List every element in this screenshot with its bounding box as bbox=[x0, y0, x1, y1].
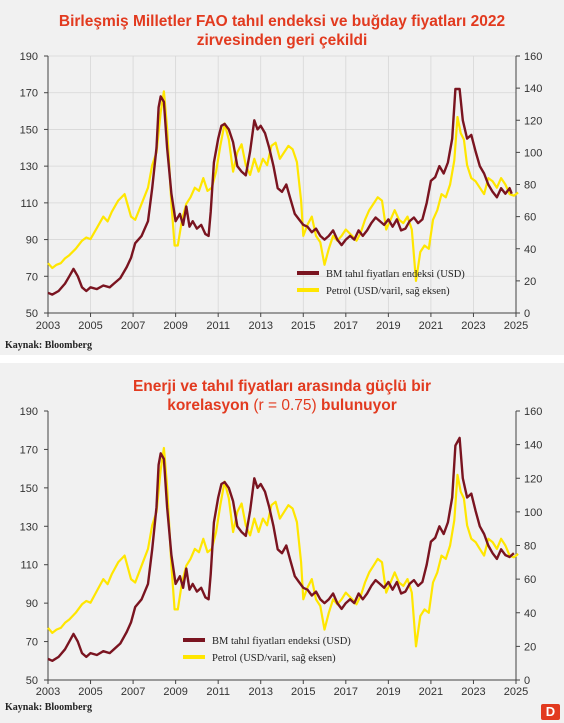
chart-2-x-tick-label: 2021 bbox=[419, 686, 443, 698]
chart-2-left-tick-label: 50 bbox=[26, 675, 38, 687]
chart-1-x-tick-label: 2021 bbox=[419, 320, 443, 332]
chart-2-left-tick-label: 130 bbox=[20, 521, 38, 533]
chart-2-x-tick-label: 2015 bbox=[291, 686, 315, 698]
chart-1-legend: BM tahıl fiyatları endeksi (USD) Petrol (… bbox=[297, 269, 465, 297]
chart-1-x-tick-label: 2009 bbox=[163, 320, 187, 332]
chart-1-title: Birleşmiş Milletler FAO tahıl endeksi ve… bbox=[0, 12, 564, 50]
chart-1-right-tick-label: 40 bbox=[524, 244, 536, 256]
chart-1-x-tick-label: 2025 bbox=[504, 320, 528, 332]
chart-1-x-tick-label: 2015 bbox=[291, 320, 315, 332]
chart-2-title-part-c: bulunuyor bbox=[321, 397, 397, 414]
chart-2-x-tick-label: 2003 bbox=[36, 686, 60, 698]
chart-1-right-tick-label: 80 bbox=[524, 180, 536, 192]
chart-2-x-tick-label: 2013 bbox=[248, 686, 272, 698]
chart-2-right-tick-label: 120 bbox=[524, 473, 542, 485]
chart-1-left-tick-label: 110 bbox=[20, 198, 38, 210]
chart-1-source: Kaynak: Bloomberg bbox=[5, 340, 92, 351]
chart-2-left-tick-label: 170 bbox=[20, 444, 38, 456]
chart-1-x-tick-label: 2007 bbox=[121, 320, 145, 332]
chart-1-left-tick-label: 150 bbox=[20, 124, 38, 136]
chart-1-right-tick-label: 140 bbox=[524, 83, 542, 95]
chart-2-x-tick-label: 2007 bbox=[121, 686, 145, 698]
chart-2-source: Kaynak: Bloomberg bbox=[5, 702, 92, 713]
chart-2-legend: BM tahıl fiyatları endeksi (USD) Petrol (… bbox=[183, 636, 351, 664]
chart-2-series-bm-tahil bbox=[47, 436, 515, 662]
chart-1-x-tick-label: 2011 bbox=[206, 320, 230, 332]
chart-2-right-tick-label: 0 bbox=[524, 675, 530, 687]
chart-2-left-tick-label: 190 bbox=[20, 406, 38, 418]
chart-1-left-tick-label: 130 bbox=[20, 161, 38, 173]
chart-1-x-tick-label: 2005 bbox=[78, 320, 102, 332]
chart-1-right-tick-label: 160 bbox=[524, 51, 542, 63]
chart-1-x-tick-label: 2013 bbox=[248, 320, 272, 332]
chart-2-title-part-b: (r = 0.75) bbox=[249, 397, 321, 414]
chart-1-right-tick-label: 60 bbox=[524, 212, 536, 224]
chart-panel-1: Birleşmiş Milletler FAO tahıl endeksi ve… bbox=[0, 0, 564, 355]
chart-1-left-tick-label: 170 bbox=[20, 88, 38, 100]
chart-1-series-bm-tahil bbox=[47, 87, 513, 296]
chart-2-left-tick-label: 90 bbox=[26, 598, 38, 610]
chart-1-legend-label: BM tahıl fiyatları endeksi (USD) bbox=[326, 269, 465, 280]
chart-2-title-part-a: korelasyon bbox=[167, 397, 250, 414]
chart-2-title-line-1: Enerji ve tahıl fiyatları arasında güçlü… bbox=[132, 378, 432, 395]
chart-2-x-tick-label: 2023 bbox=[461, 686, 485, 698]
chart-2-title-line-2: korelasyon (r = 0.75) bulunuyor bbox=[0, 396, 564, 415]
chart-2-right-tick-label: 160 bbox=[524, 406, 542, 418]
chart-2-right-tick-label: 100 bbox=[524, 507, 542, 519]
chart-2-title: Enerji ve tahıl fiyatları arasında güçlü… bbox=[0, 377, 564, 415]
chart-2-x-tick-label: 2017 bbox=[334, 686, 358, 698]
publisher-logo: D bbox=[541, 704, 560, 720]
chart-1-left-tick-label: 190 bbox=[20, 51, 38, 63]
chart-2-legend-label: Petrol (USD/varil, sağ eksen) bbox=[212, 653, 336, 664]
chart-1-x-tick-label: 2023 bbox=[461, 320, 485, 332]
chart-1-series-petrol bbox=[47, 90, 519, 282]
chart-1-x-tick-label: 2003 bbox=[36, 320, 60, 332]
chart-1-x-tick-label: 2017 bbox=[334, 320, 358, 332]
chart-2-legend-label: BM tahıl fiyatları endeksi (USD) bbox=[212, 636, 351, 647]
chart-1-title-line-2: zirvesinden geri çekildi bbox=[196, 32, 368, 49]
chart-2-x-tick-label: 2025 bbox=[504, 686, 528, 698]
chart-1: 50 70 90 110 130 150 170 190 0 20 40 60 80 100 120 140 1… bbox=[20, 51, 543, 332]
chart-2-x-tick-label: 2019 bbox=[376, 686, 400, 698]
chart-2-left-tick-label: 110 bbox=[20, 560, 38, 572]
chart-2-right-tick-label: 80 bbox=[524, 541, 536, 553]
chart-1-right-tick-label: 100 bbox=[524, 147, 542, 159]
chart-2: 50 70 90 110 130 150 170 190 0 20 40 60 80 100 120 140 1… bbox=[20, 406, 543, 698]
chart-1-left-tick-label: 50 bbox=[26, 308, 38, 320]
chart-2-series-petrol bbox=[47, 446, 519, 648]
chart-1-left-tick-label: 90 bbox=[26, 235, 38, 247]
chart-1-title-line-1: Birleşmiş Milletler FAO tahıl endeksi ve… bbox=[58, 13, 506, 30]
chart-2-left-tick-label: 70 bbox=[26, 637, 38, 649]
chart-1-right-tick-label: 0 bbox=[524, 308, 530, 320]
chart-1-right-tick-label: 20 bbox=[524, 276, 536, 288]
chart-2-x-tick-label: 2005 bbox=[78, 686, 102, 698]
chart-2-left-tick-label: 150 bbox=[20, 483, 38, 495]
chart-2-right-tick-label: 40 bbox=[524, 608, 536, 620]
chart-2-right-tick-label: 20 bbox=[524, 641, 536, 653]
chart-1-x-tick-label: 2019 bbox=[376, 320, 400, 332]
panel-divider bbox=[0, 355, 564, 363]
chart-1-legend-label: Petrol (USD/varil, sağ eksen) bbox=[326, 286, 450, 297]
chart-1-left-tick-label: 70 bbox=[26, 271, 38, 283]
chart-2-x-tick-label: 2011 bbox=[206, 686, 230, 698]
chart-2-right-tick-label: 140 bbox=[524, 440, 542, 452]
chart-2-right-tick-label: 60 bbox=[524, 574, 536, 586]
chart-2-x-tick-label: 2009 bbox=[163, 686, 187, 698]
chart-panel-2: Enerji ve tahıl fiyatları arasında güçlü… bbox=[0, 363, 564, 723]
chart-1-right-tick-label: 120 bbox=[524, 115, 542, 127]
